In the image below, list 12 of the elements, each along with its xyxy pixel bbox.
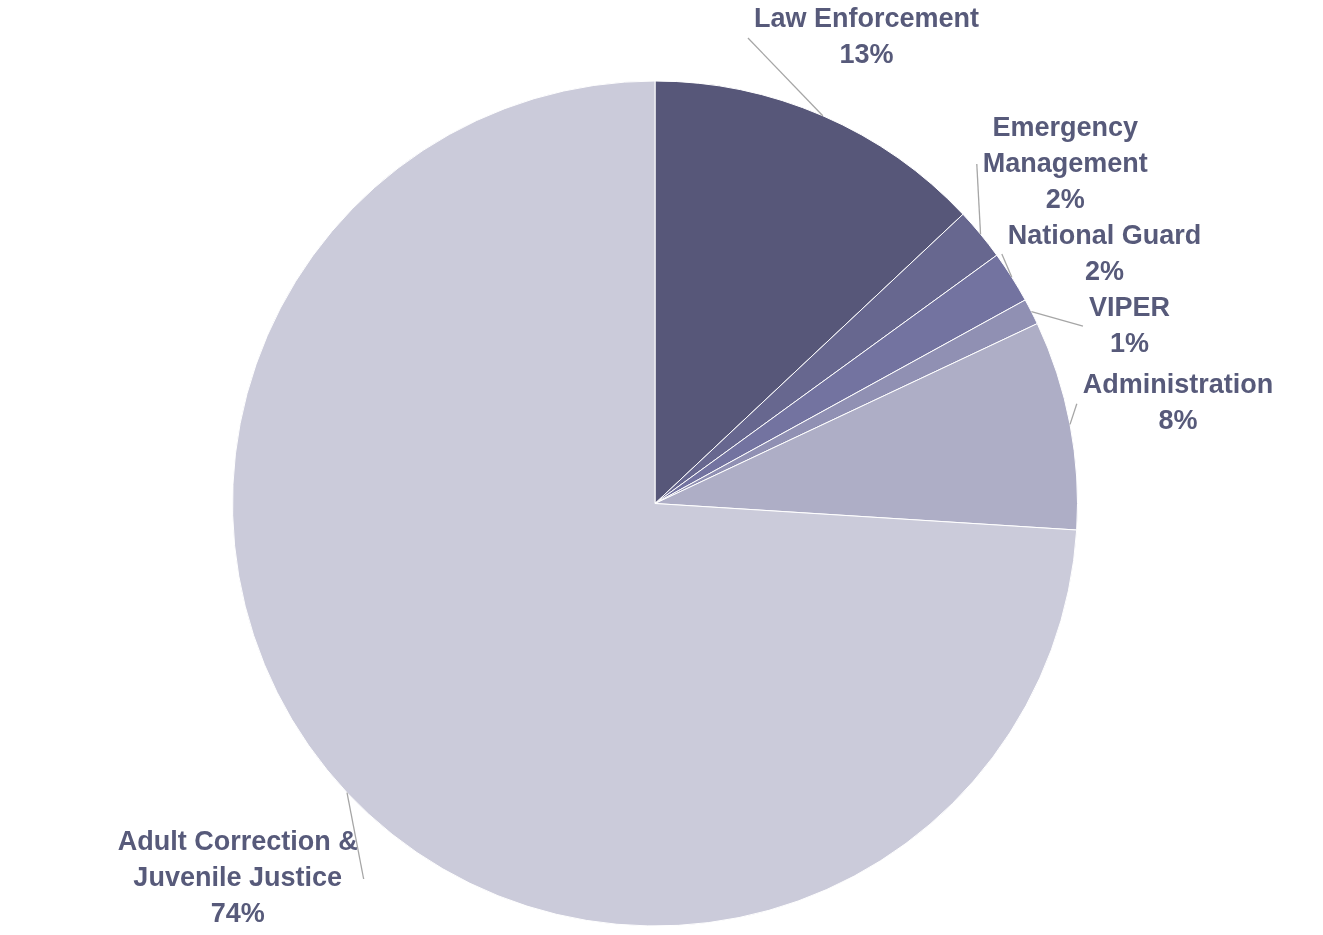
slice-label: National Guard xyxy=(1007,219,1202,250)
data-label: 2% xyxy=(1045,183,1085,214)
data-label: 2% xyxy=(1085,255,1125,286)
slice-label: Law Enforcement xyxy=(753,3,980,34)
slice-label: VIPER xyxy=(1088,291,1170,322)
slice-label: Adult Correction & Juvenile Justice xyxy=(117,826,358,893)
slice-label: Administration xyxy=(1082,369,1274,400)
data-label: 1% xyxy=(1109,327,1149,358)
data-label: 74% xyxy=(210,898,265,929)
data-label: 8% xyxy=(1158,405,1198,436)
data-label: 13% xyxy=(839,39,894,70)
slice-label: Emergency Management xyxy=(982,111,1148,178)
